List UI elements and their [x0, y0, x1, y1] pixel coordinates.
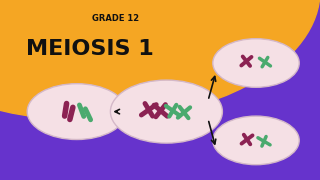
Circle shape: [110, 80, 222, 143]
Text: MEIOSIS 1: MEIOSIS 1: [26, 39, 154, 59]
Circle shape: [0, 0, 320, 121]
Circle shape: [213, 39, 299, 87]
Circle shape: [213, 116, 299, 165]
Circle shape: [27, 84, 126, 140]
Text: GRADE 12: GRADE 12: [92, 14, 139, 22]
